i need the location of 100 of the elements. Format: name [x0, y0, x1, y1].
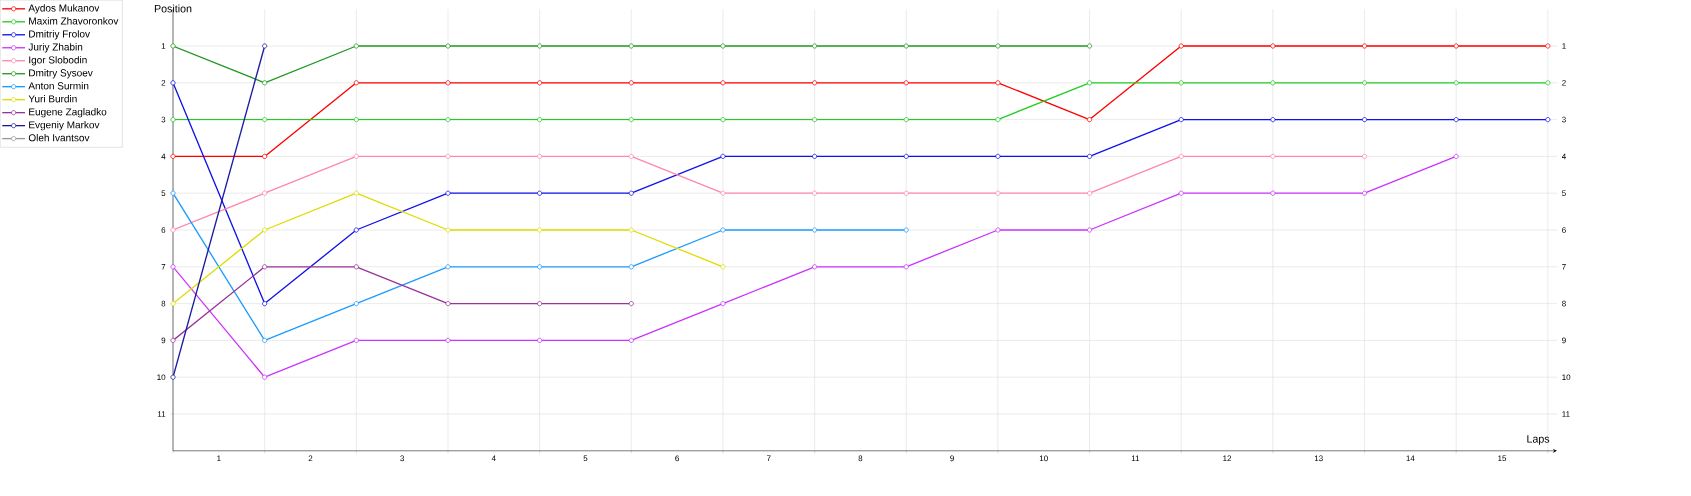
point — [170, 337, 176, 343]
point — [170, 301, 176, 307]
point — [537, 190, 543, 196]
legend-label: Dmitry Sysoev — [29, 69, 93, 79]
point — [720, 117, 726, 123]
point — [262, 301, 268, 307]
point — [445, 80, 451, 86]
point — [1087, 190, 1093, 196]
y2-tick-label: 7 — [1562, 264, 1566, 270]
point — [812, 80, 818, 86]
point — [537, 80, 543, 86]
x-tick-label: 11 — [1131, 455, 1140, 462]
point — [1361, 117, 1368, 123]
point — [262, 374, 268, 380]
point — [262, 80, 268, 86]
point — [903, 117, 909, 123]
x-tick-label: 5 — [583, 455, 588, 462]
point — [995, 43, 1001, 49]
point — [720, 190, 726, 196]
legend-label: Eugene Zagladko — [29, 108, 107, 118]
x-tick-label: 13 — [1314, 455, 1323, 462]
point — [812, 264, 818, 270]
point — [720, 80, 726, 86]
point — [812, 153, 818, 159]
legend-label: Evgeniy Markov — [29, 121, 100, 131]
x-tick-label: 10 — [1039, 455, 1048, 462]
x-tick-label: 3 — [400, 455, 405, 462]
point — [903, 43, 909, 49]
point — [262, 117, 268, 123]
point — [445, 227, 451, 233]
point — [812, 227, 818, 233]
point — [1453, 43, 1459, 49]
point — [1453, 80, 1459, 86]
x-tick-label: 14 — [1406, 455, 1415, 462]
legend-label: Yuri Burdin — [28, 95, 77, 103]
point — [262, 264, 268, 270]
legend-label: Anton Surmin — [28, 82, 89, 90]
x-axis-title: Laps — [1527, 435, 1550, 445]
point — [1178, 117, 1184, 123]
point — [353, 43, 359, 49]
point — [445, 190, 451, 196]
point — [170, 80, 176, 86]
point — [170, 374, 176, 380]
legend-label: Maxim Zhavoronkov — [29, 17, 119, 25]
point — [628, 264, 634, 270]
point — [903, 264, 909, 270]
point — [1087, 153, 1093, 159]
point — [170, 153, 176, 159]
point — [537, 117, 543, 123]
y-tick-label: 8 — [161, 300, 166, 307]
point — [170, 190, 176, 196]
x-tick-label: 6 — [675, 455, 679, 462]
y-tick-label: 6 — [161, 227, 166, 233]
point — [262, 227, 268, 233]
point — [1270, 43, 1276, 49]
y-tick-label: 1 — [161, 43, 166, 49]
point — [445, 43, 451, 49]
point — [353, 337, 359, 343]
point — [628, 153, 634, 159]
y-axis-title: Position — [154, 4, 192, 13]
legend-label: Igor Slobodin — [29, 56, 87, 66]
point — [353, 301, 359, 307]
point — [353, 80, 359, 86]
y-tick-label: 5 — [161, 190, 166, 196]
point — [1270, 190, 1276, 196]
point — [445, 117, 451, 123]
y-tick-label: 9 — [161, 337, 166, 344]
point — [628, 117, 634, 123]
point — [1453, 117, 1459, 123]
point — [445, 337, 451, 343]
y-tick-label: 7 — [161, 264, 166, 270]
point — [628, 80, 634, 86]
point — [1453, 153, 1459, 159]
x-tick-label: 4 — [491, 455, 496, 462]
x-tick-label: 15 — [1498, 455, 1507, 462]
point — [537, 227, 543, 233]
y2-tick-label: 9 — [1562, 337, 1566, 344]
point — [1270, 117, 1276, 123]
point — [1178, 80, 1184, 86]
x-tick-label: 7 — [766, 455, 771, 462]
point — [903, 190, 909, 196]
x-tick-label: 12 — [1223, 455, 1232, 462]
point — [628, 227, 634, 233]
point — [537, 337, 543, 343]
y2-tick-label: 8 — [1562, 300, 1566, 307]
point — [1361, 190, 1368, 196]
y2-tick-label: 5 — [1562, 190, 1566, 196]
point — [1270, 80, 1276, 86]
point — [628, 301, 634, 307]
point — [720, 264, 726, 270]
point — [262, 43, 268, 49]
point — [812, 43, 818, 49]
x-tick-label: 9 — [950, 455, 954, 462]
point — [1178, 43, 1184, 49]
point — [445, 264, 451, 270]
point — [1545, 117, 1551, 123]
y-tick-label: 11 — [157, 411, 166, 417]
legend-label: Oleh Ivantsov — [28, 134, 90, 142]
point — [995, 80, 1001, 86]
point — [1361, 80, 1368, 86]
